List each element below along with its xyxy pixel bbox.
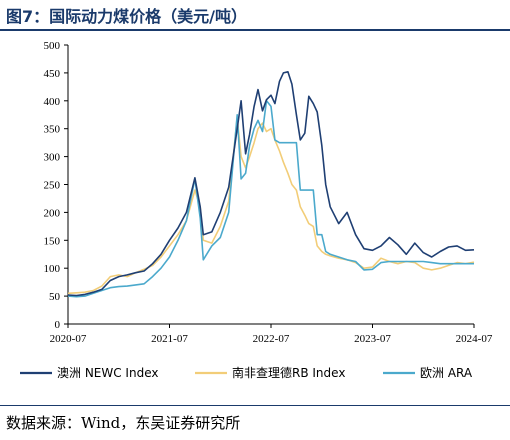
y-tick-label: 250 — [44, 180, 61, 192]
source-rule — [0, 405, 510, 406]
legend-label-2: 南非查理德RB Index — [232, 365, 345, 380]
y-tick-label: 450 — [44, 68, 61, 80]
y-tick-label: 0 — [55, 319, 61, 331]
x-tick-label: 2024-07 — [456, 333, 493, 345]
y-tick-label: 350 — [44, 124, 61, 136]
series-layer — [67, 71, 475, 298]
x-tick-label: 2022-07 — [253, 333, 290, 345]
figure-title: 图7：国际动力煤价格（美元/吨） — [6, 7, 247, 26]
title-rule — [0, 29, 510, 31]
legend: 澳洲 NEWC Index 南非查理德RB Index 欧洲 ARA — [20, 365, 473, 380]
legend-label-1: 澳洲 NEWC Index — [57, 366, 158, 380]
source-note: 数据来源：Wind，东吴证券研究所 — [6, 414, 241, 432]
y-tick-label: 200 — [44, 207, 61, 219]
x-tick-label: 2021-07 — [151, 333, 188, 345]
y-axis: 0 50 100 150 200 250 300 350 400 450 500 — [44, 40, 69, 331]
x-tick-label: 2020-07 — [50, 333, 87, 345]
y-tick-label: 500 — [44, 40, 61, 52]
y-tick-label: 400 — [44, 96, 61, 108]
x-axis: 2020-07 2021-07 2022-07 2023-07 2024-07 — [50, 323, 493, 345]
y-tick-label: 150 — [44, 235, 61, 247]
x-tick-label: 2023-07 — [354, 333, 391, 345]
series-line-2 — [67, 116, 475, 295]
y-tick-label: 300 — [44, 152, 61, 164]
legend-label-3: 欧洲 ARA — [420, 366, 473, 380]
y-tick-label: 50 — [49, 291, 61, 303]
series-line-3 — [67, 100, 474, 298]
y-tick-label: 100 — [44, 263, 61, 275]
series-line-1 — [67, 71, 475, 297]
